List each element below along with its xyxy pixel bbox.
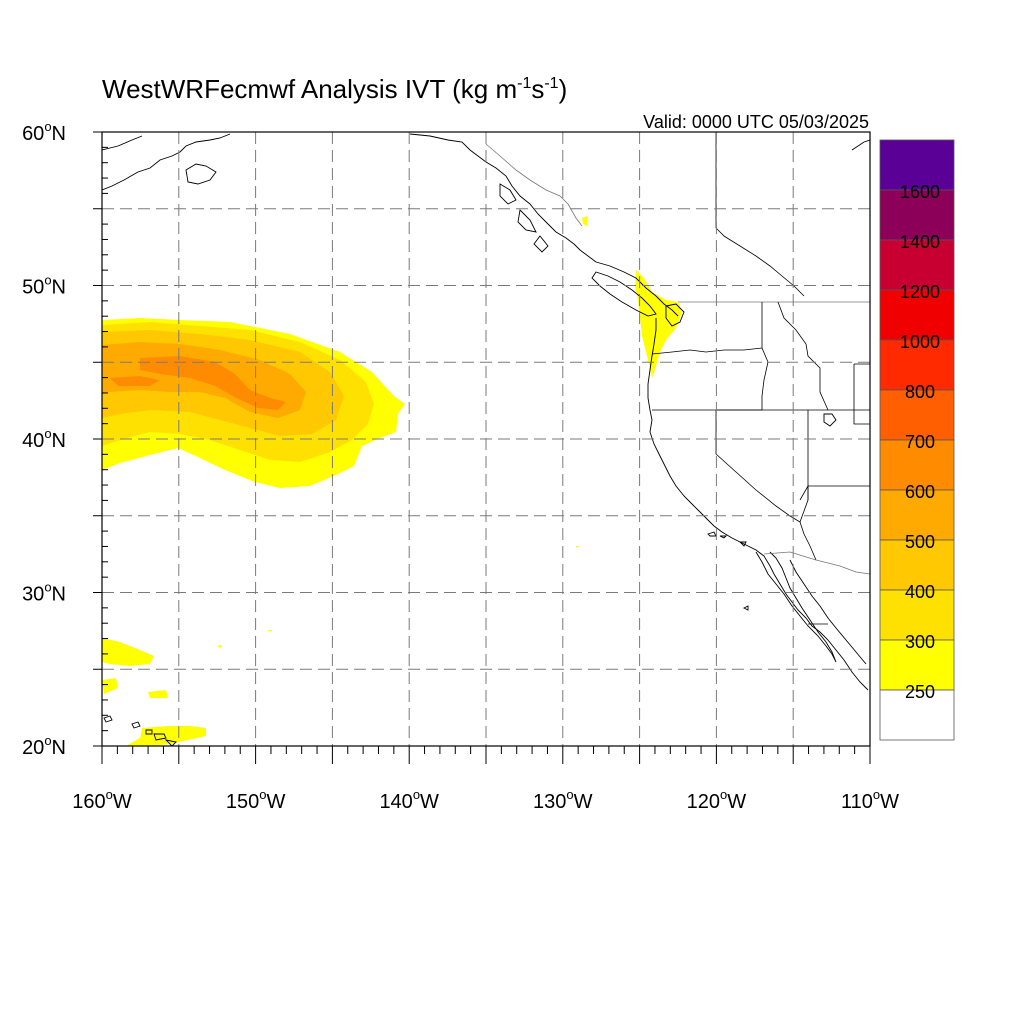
california-arizona-border bbox=[799, 521, 817, 561]
ivt-contour-600-b bbox=[110, 376, 160, 386]
colorbar-label-1000: 1000 bbox=[900, 332, 940, 352]
great-salt-lake bbox=[823, 413, 837, 427]
colorbar-label-300: 300 bbox=[905, 632, 935, 652]
kodiak-island-coast bbox=[185, 163, 217, 185]
channel-islands bbox=[707, 531, 749, 611]
lon-label-140w: 140oW bbox=[379, 787, 439, 813]
colorbar-swatch bbox=[879, 289, 955, 341]
lon-label-120w: 120oW bbox=[687, 787, 747, 813]
colorbar-swatch bbox=[879, 139, 955, 191]
ivt-patch-small-1 bbox=[216, 645, 222, 648]
longitude-labels: 160oW 150oW 140oW 130oW 120oW 110oW bbox=[72, 787, 899, 813]
lat-label-20n: 20oN bbox=[22, 733, 66, 759]
colorbar-label-600: 600 bbox=[905, 482, 935, 502]
gulf-alaska-coast bbox=[409, 133, 597, 263]
montana-wyoming-border bbox=[853, 363, 870, 425]
bc-mainland-coast bbox=[595, 261, 679, 317]
map-panel: 160oW 150oW 140oW 130oW 120oW 110oW 60oN 50oN 4… bbox=[22, 119, 899, 813]
colorbar-swatch bbox=[879, 389, 955, 441]
political-borders bbox=[485, 132, 870, 625]
lat-label-60n: 60oN bbox=[22, 119, 66, 145]
oregon-idaho-border bbox=[761, 347, 769, 410]
ivt-colorbar: 250 300 400 500 600 700 800 1000 1200 1400 1600 bbox=[879, 139, 955, 741]
lat-label-40n: 40oN bbox=[22, 426, 66, 452]
alaska-bc-boundary bbox=[485, 143, 583, 227]
lon-label-130w: 130oW bbox=[533, 787, 593, 813]
lon-label-150w: 150oW bbox=[226, 787, 286, 813]
aleutian-coast bbox=[102, 135, 143, 151]
ivt-patch-pnw-coast bbox=[635, 270, 682, 378]
lat-label-50n: 50oN bbox=[22, 273, 66, 299]
puget-sound-coast bbox=[665, 303, 685, 327]
southeast-alaska-islands bbox=[499, 183, 549, 253]
colorbar-label-400: 400 bbox=[905, 582, 935, 602]
ivt-patch-hawaii-1 bbox=[102, 638, 154, 666]
colorbar-swatch bbox=[879, 339, 955, 391]
coastlines bbox=[102, 133, 870, 746]
colorbar-label-1600: 1600 bbox=[900, 182, 940, 202]
colorbar-swatch bbox=[879, 489, 955, 541]
colorbar-label-1200: 1200 bbox=[900, 282, 940, 302]
colorbar-label-700: 700 bbox=[905, 432, 935, 452]
ivt-patch-hawaii-2 bbox=[102, 678, 118, 694]
colorbar-swatch bbox=[879, 689, 955, 741]
us-mexico-border bbox=[763, 551, 870, 575]
gulf-california-coast bbox=[789, 559, 867, 665]
washington-oregon-border bbox=[651, 347, 763, 355]
colorbar-swatch bbox=[879, 539, 955, 591]
nevada-arizona-border bbox=[799, 484, 809, 523]
ivt-patch-small-2 bbox=[267, 630, 272, 632]
vancouver-island-coast bbox=[591, 271, 657, 317]
ivt-shading bbox=[102, 216, 682, 746]
idaho-montana-border bbox=[777, 301, 829, 411]
alaska-peninsula-coast bbox=[102, 133, 231, 191]
latitude-labels: 60oN 50oN 40oN 30oN 20oN bbox=[22, 119, 66, 759]
lat-label-30n: 30oN bbox=[22, 580, 66, 606]
colorbar-swatch bbox=[879, 439, 955, 491]
colorbar-label-800: 800 bbox=[905, 382, 935, 402]
baja-california-coast bbox=[755, 551, 837, 663]
valid-time-label: Valid: 0000 UTC 05/03/2025 bbox=[643, 112, 869, 132]
alaska-east-edge bbox=[851, 139, 870, 151]
figure-title: WestWRFecmwf Analysis IVT (kg m-1s-1) bbox=[102, 74, 567, 104]
lon-label-110w: 110oW bbox=[841, 787, 899, 813]
axis-ticks bbox=[93, 131, 871, 764]
colorbar-swatch bbox=[879, 589, 955, 641]
ivt-patch-bc-1 bbox=[582, 216, 588, 226]
colorbar-swatch bbox=[879, 189, 955, 241]
colorbar-label-250: 250 bbox=[905, 682, 935, 702]
hawaii-islands bbox=[103, 715, 177, 746]
ivt-patch-small-3 bbox=[575, 546, 579, 548]
colorbar-label-1400: 1400 bbox=[900, 232, 940, 252]
colorbar-label-500: 500 bbox=[905, 532, 935, 552]
colorbar-swatch bbox=[879, 639, 955, 691]
colorbar-swatch bbox=[879, 239, 955, 291]
ivt-patch-hawaii-3 bbox=[148, 690, 168, 698]
ivt-patch-hawaii-4 bbox=[126, 726, 206, 746]
lon-label-160w: 160oW bbox=[72, 787, 132, 813]
ivt-contour-600 bbox=[140, 356, 286, 410]
west-coast-us bbox=[647, 318, 869, 691]
canada-east-border bbox=[715, 227, 805, 297]
california-nevada-border bbox=[715, 410, 801, 523]
graticule bbox=[102, 132, 870, 746]
